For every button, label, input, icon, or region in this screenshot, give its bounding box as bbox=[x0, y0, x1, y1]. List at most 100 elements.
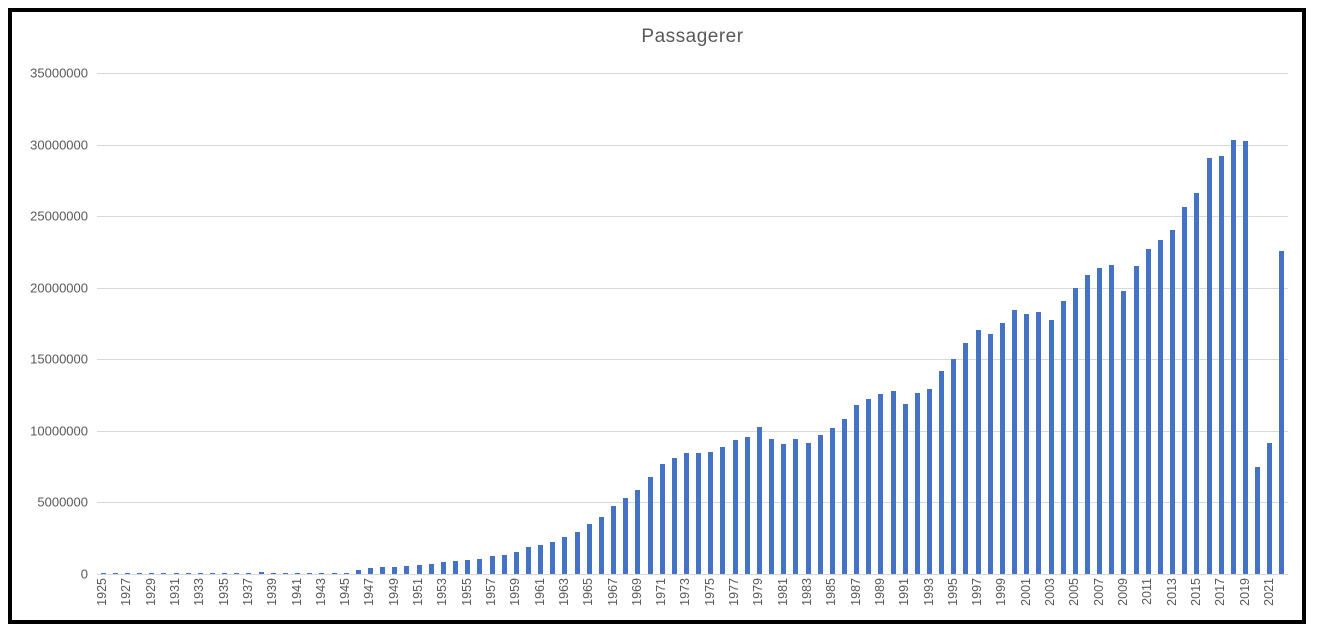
bar-1978 bbox=[744, 436, 750, 574]
gridline bbox=[97, 216, 1288, 218]
bar-1983 bbox=[805, 442, 811, 574]
x-axis-tick-label: 1969 bbox=[629, 578, 644, 606]
bar-1956 bbox=[477, 558, 483, 574]
bar-2002 bbox=[1036, 312, 1042, 574]
x-axis-tick-label: 2001 bbox=[1018, 578, 1033, 606]
bar-1966 bbox=[598, 517, 604, 574]
plot-area bbox=[97, 73, 1288, 575]
x-axis-tick-label: 1955 bbox=[459, 578, 474, 606]
bar-2009 bbox=[1121, 291, 1127, 574]
bar-1986 bbox=[841, 418, 847, 574]
x-axis-tick-label: 1959 bbox=[508, 578, 523, 606]
x-axis-tick-label: 1993 bbox=[921, 578, 936, 606]
x-axis-tick-label: 2007 bbox=[1091, 578, 1106, 606]
bar-2020 bbox=[1255, 466, 1261, 574]
x-axis-tick-label: 2011 bbox=[1140, 578, 1155, 605]
y-axis-tick-label: 15000000 bbox=[30, 351, 88, 367]
bar-1941 bbox=[295, 572, 300, 574]
bar-1979 bbox=[756, 426, 762, 574]
x-axis-labels: 1925 1927 1929 1931 1933 1935 1937 1939 1941 1943… bbox=[95, 578, 1288, 616]
x-axis-tick-label: 1925 bbox=[95, 578, 110, 606]
bar-1994 bbox=[939, 371, 945, 574]
bar-2013 bbox=[1170, 229, 1175, 574]
bar-1977 bbox=[732, 440, 738, 574]
bar-1969 bbox=[635, 490, 641, 574]
bar-1984 bbox=[817, 435, 823, 574]
bar-2016 bbox=[1206, 158, 1212, 574]
bar-2000 bbox=[1012, 310, 1018, 574]
bar-1991 bbox=[902, 403, 908, 574]
bar-1944 bbox=[331, 572, 337, 574]
bar-1949 bbox=[392, 566, 398, 574]
bar-1929 bbox=[149, 572, 155, 574]
bar-2021 bbox=[1267, 442, 1273, 574]
bar-1965 bbox=[586, 524, 592, 574]
y-axis-tick-label: 0 bbox=[80, 566, 88, 582]
bar-1999 bbox=[999, 323, 1005, 574]
bar-1934 bbox=[210, 572, 215, 574]
bar-1982 bbox=[793, 439, 799, 574]
x-axis-line bbox=[97, 574, 1288, 575]
bar-2011 bbox=[1145, 248, 1151, 574]
x-axis-tick-label: 2005 bbox=[1067, 578, 1082, 606]
bar-1964 bbox=[574, 532, 580, 574]
bar-1933 bbox=[197, 572, 203, 574]
x-axis-tick-label: 1983 bbox=[800, 578, 814, 606]
x-axis-tick-label: 1981 bbox=[775, 578, 790, 606]
bar-1940 bbox=[282, 572, 288, 574]
x-axis-tick-label: 1929 bbox=[143, 578, 158, 606]
y-axis-tick-label: 35000000 bbox=[30, 65, 88, 81]
bar-1993 bbox=[927, 388, 932, 574]
x-axis-tick-label: 1935 bbox=[216, 578, 231, 606]
bar-1976 bbox=[720, 446, 726, 574]
x-axis-tick-label: 2019 bbox=[1237, 578, 1252, 606]
x-axis-tick-label: 2015 bbox=[1188, 578, 1203, 606]
x-axis-tick-label: 2003 bbox=[1043, 578, 1057, 606]
bar-2005 bbox=[1072, 288, 1078, 574]
x-axis-tick-label: 1961 bbox=[532, 578, 547, 606]
bar-1988 bbox=[866, 398, 872, 574]
x-axis-tick-label: 1945 bbox=[338, 578, 353, 606]
bar-1992 bbox=[914, 392, 920, 574]
x-axis-tick-label: 2017 bbox=[1213, 578, 1228, 606]
y-axis-labels: 35000000 30000000 25000000 20000000 15000000… bbox=[12, 66, 88, 582]
x-axis-tick-label: 1995 bbox=[945, 578, 960, 606]
bar-1930 bbox=[161, 572, 167, 574]
bar-1963 bbox=[562, 537, 568, 574]
bar-1972 bbox=[671, 457, 677, 574]
x-axis-tick-label: 1989 bbox=[872, 578, 887, 606]
bar-1968 bbox=[623, 497, 629, 574]
gridline bbox=[97, 502, 1288, 504]
bar-1946 bbox=[355, 569, 361, 574]
bar-1995 bbox=[951, 359, 957, 574]
bar-1962 bbox=[550, 542, 556, 574]
x-axis-tick-label: 1927 bbox=[119, 578, 134, 606]
x-axis-tick-label: 1931 bbox=[168, 578, 182, 606]
bar-1975 bbox=[708, 451, 714, 574]
x-axis-tick-label: 1967 bbox=[605, 578, 620, 606]
x-axis-tick-label: 1951 bbox=[411, 578, 426, 606]
bar-2001 bbox=[1024, 313, 1030, 574]
x-axis-tick-label: 2009 bbox=[1115, 578, 1130, 606]
bar-1960 bbox=[525, 547, 531, 574]
bar-1959 bbox=[513, 551, 519, 574]
x-axis-tick-label: 1943 bbox=[313, 578, 328, 606]
x-axis-tick-label: 1937 bbox=[240, 578, 255, 606]
x-axis-tick-label: 1941 bbox=[289, 578, 304, 606]
x-axis-tick-label: 1979 bbox=[751, 578, 766, 606]
x-axis-tick-label: 1949 bbox=[386, 578, 401, 606]
bar-1985 bbox=[829, 427, 835, 574]
bar-1980 bbox=[769, 439, 774, 574]
y-axis-tick-label: 30000000 bbox=[30, 137, 88, 153]
bar-1990 bbox=[890, 391, 896, 574]
x-axis-tick-label: 2021 bbox=[1261, 578, 1276, 606]
bar-1942 bbox=[307, 572, 313, 574]
bar-1955 bbox=[465, 559, 471, 574]
bar-2008 bbox=[1109, 265, 1115, 574]
bar-1943 bbox=[319, 572, 325, 574]
gridline bbox=[97, 359, 1288, 361]
bar-1939 bbox=[270, 572, 276, 574]
bar-1945 bbox=[343, 572, 349, 574]
bar-1997 bbox=[975, 329, 981, 574]
bar-1935 bbox=[222, 572, 228, 574]
